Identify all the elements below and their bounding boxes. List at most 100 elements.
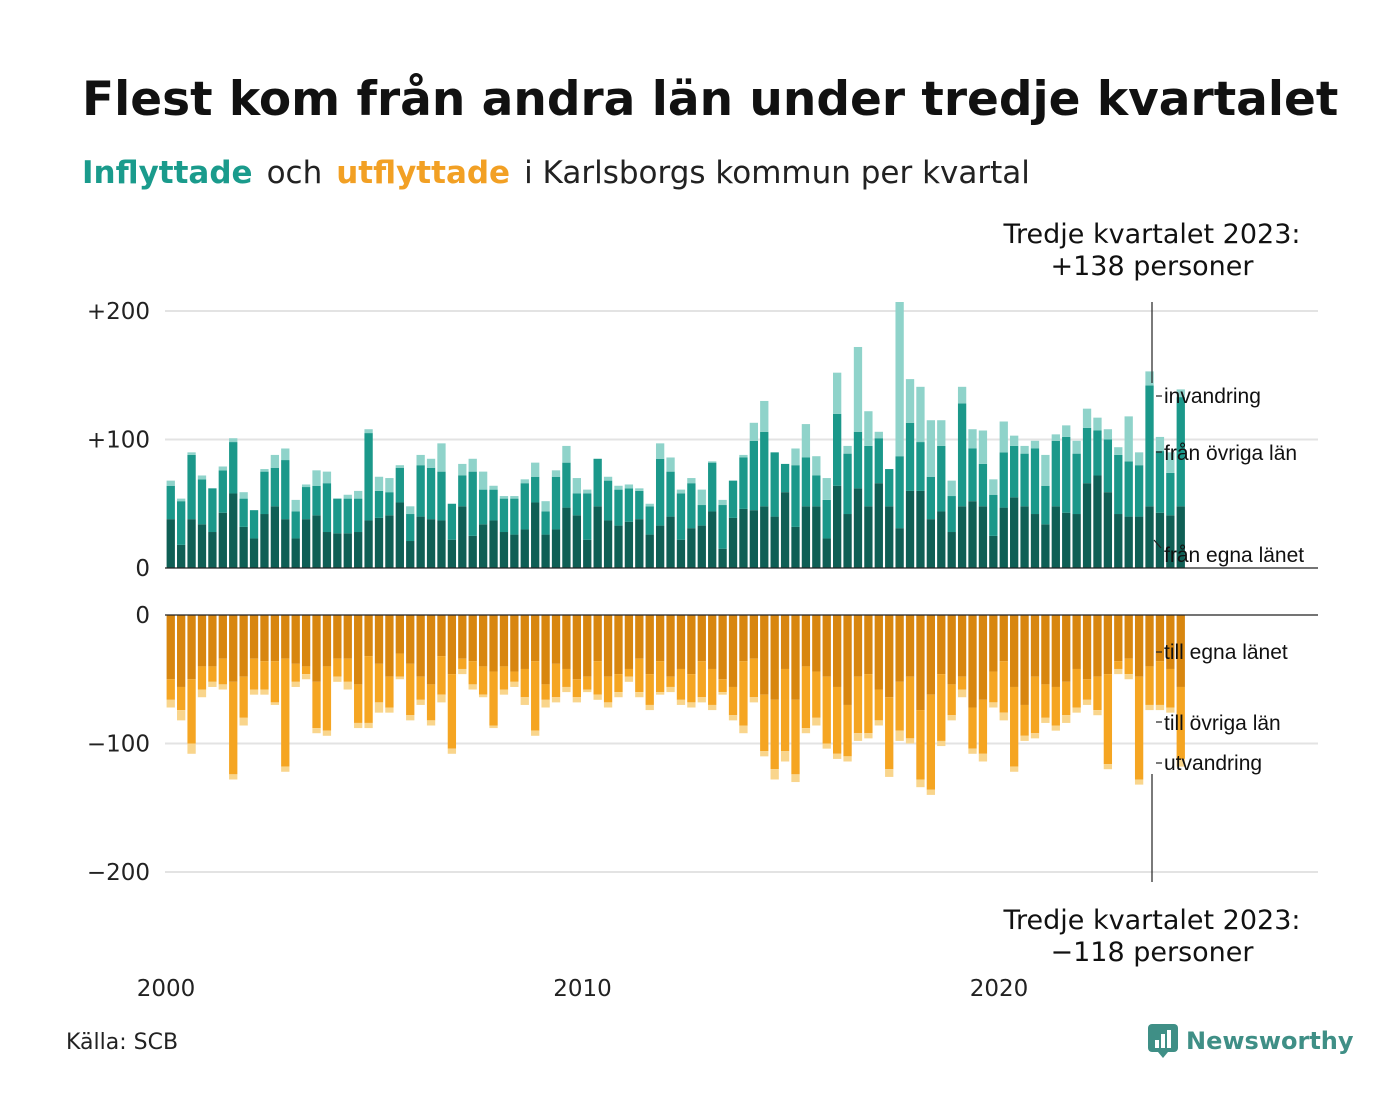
bar-in-segment xyxy=(1020,453,1029,507)
bar-in-segment xyxy=(843,453,852,515)
bar-in-segment xyxy=(1145,506,1154,568)
bar-in-segment xyxy=(583,489,592,494)
bar-out-segment xyxy=(874,689,883,721)
bar-out-segment xyxy=(1082,679,1092,700)
bar-in-segment xyxy=(541,501,550,512)
bar-in-segment xyxy=(249,538,259,568)
bar-in-segment xyxy=(937,445,946,512)
bar-in-segment xyxy=(187,519,196,568)
bar-out-segment xyxy=(1145,704,1154,711)
bar-out-segment xyxy=(551,697,561,703)
bar-in-segment xyxy=(520,479,529,484)
y-tick-label-out: −100 xyxy=(87,732,150,758)
bar-in-segment xyxy=(1176,397,1185,507)
x-tick-label: 2000 xyxy=(137,976,196,1000)
bar-out-segment xyxy=(937,740,946,747)
bar-out-segment xyxy=(260,689,269,695)
bar-in-segment xyxy=(520,483,529,530)
bar-out-segment xyxy=(343,681,352,690)
bar-out-segment xyxy=(437,656,446,695)
bar-out-segment xyxy=(301,666,311,675)
bar-out-segment xyxy=(1124,674,1133,680)
bar-out-segment xyxy=(697,661,706,698)
bar-in-segment xyxy=(239,498,248,527)
bar-out-segment xyxy=(853,733,863,741)
bar-out-segment xyxy=(531,730,540,736)
bar-out-segment xyxy=(853,676,863,734)
bar-out-segment xyxy=(916,779,925,788)
bar-out-segment xyxy=(197,615,207,667)
bar-out-segment xyxy=(562,615,571,669)
bar-out-segment xyxy=(374,702,384,713)
bar-in-segment xyxy=(551,470,561,477)
bar-in-segment xyxy=(1062,436,1071,513)
bar-in-segment xyxy=(489,485,498,490)
bar-out-segment xyxy=(249,658,259,690)
bar-in-segment xyxy=(947,496,956,533)
bar-out-segment xyxy=(718,679,727,693)
bar-in-segment xyxy=(749,440,758,511)
source-note: Källa: SCB xyxy=(66,1030,179,1055)
bar-out-segment xyxy=(645,674,654,705)
bar-out-segment xyxy=(1145,666,1154,705)
bar-in-segment xyxy=(291,511,300,539)
bar-in-segment xyxy=(718,505,727,549)
bar-out-segment xyxy=(780,751,790,762)
bar-out-segment xyxy=(999,712,1008,721)
bar-in-segment xyxy=(801,457,811,507)
bar-in-segment xyxy=(572,478,581,494)
bar-in-segment xyxy=(718,548,727,568)
bar-out-segment xyxy=(1062,715,1071,723)
bar-in-segment xyxy=(1124,461,1133,517)
bar-in-segment xyxy=(833,485,842,568)
bar-out-segment xyxy=(249,689,259,695)
bar-out-segment xyxy=(343,615,352,659)
bar-in-segment xyxy=(1062,512,1071,568)
bar-out-segment xyxy=(551,615,561,664)
bottom-annotation-line-2: −118 personer xyxy=(1050,937,1254,968)
bar-in-segment xyxy=(312,470,321,486)
bar-in-segment xyxy=(291,538,300,568)
bar-in-segment xyxy=(676,539,686,568)
bar-in-segment xyxy=(708,462,717,512)
brand-logo[interactable]: Newsworthy xyxy=(1148,1024,1354,1058)
bar-out-segment xyxy=(583,689,592,693)
bar-in-segment xyxy=(354,490,363,499)
bar-out-segment xyxy=(1124,615,1133,659)
bar-out-segment xyxy=(1114,668,1123,675)
bar-in-segment xyxy=(791,465,800,527)
bar-out-segment xyxy=(1010,686,1019,767)
bar-in-segment xyxy=(833,372,842,414)
bar-out-segment xyxy=(989,615,998,672)
bar-in-segment xyxy=(947,532,956,568)
bar-in-segment xyxy=(197,479,207,525)
bar-in-segment xyxy=(426,467,436,520)
bar-in-segment xyxy=(791,448,800,466)
bar-in-segment xyxy=(635,490,644,520)
bar-in-segment xyxy=(312,485,321,516)
bar-out-segment xyxy=(322,730,332,736)
bar-out-segment xyxy=(833,615,842,687)
bar-out-segment xyxy=(593,661,602,695)
bar-out-segment xyxy=(708,668,717,705)
bar-out-segment xyxy=(947,715,956,721)
bar-in-segment xyxy=(645,534,654,568)
bar-out-segment xyxy=(385,707,394,713)
bar-in-segment xyxy=(572,493,581,516)
bar-in-segment xyxy=(301,519,311,568)
bar-in-segment xyxy=(270,467,280,507)
bar-out-segment xyxy=(374,663,384,703)
bar-in-segment xyxy=(197,524,207,568)
segment-label-fran-ovriga-lan: från övriga län xyxy=(1164,442,1297,465)
bar-in-segment xyxy=(385,478,394,493)
bar-out-segment xyxy=(468,684,477,690)
bar-in-segment xyxy=(968,448,977,502)
bar-out-segment xyxy=(801,728,811,734)
bar-out-segment xyxy=(760,751,769,757)
bar-out-segment xyxy=(301,615,311,667)
bar-in-segment xyxy=(499,498,509,533)
bar-out-segment xyxy=(874,615,883,690)
bar-in-segment xyxy=(1072,440,1081,454)
bar-in-segment xyxy=(812,506,821,568)
bar-in-segment xyxy=(905,490,915,568)
